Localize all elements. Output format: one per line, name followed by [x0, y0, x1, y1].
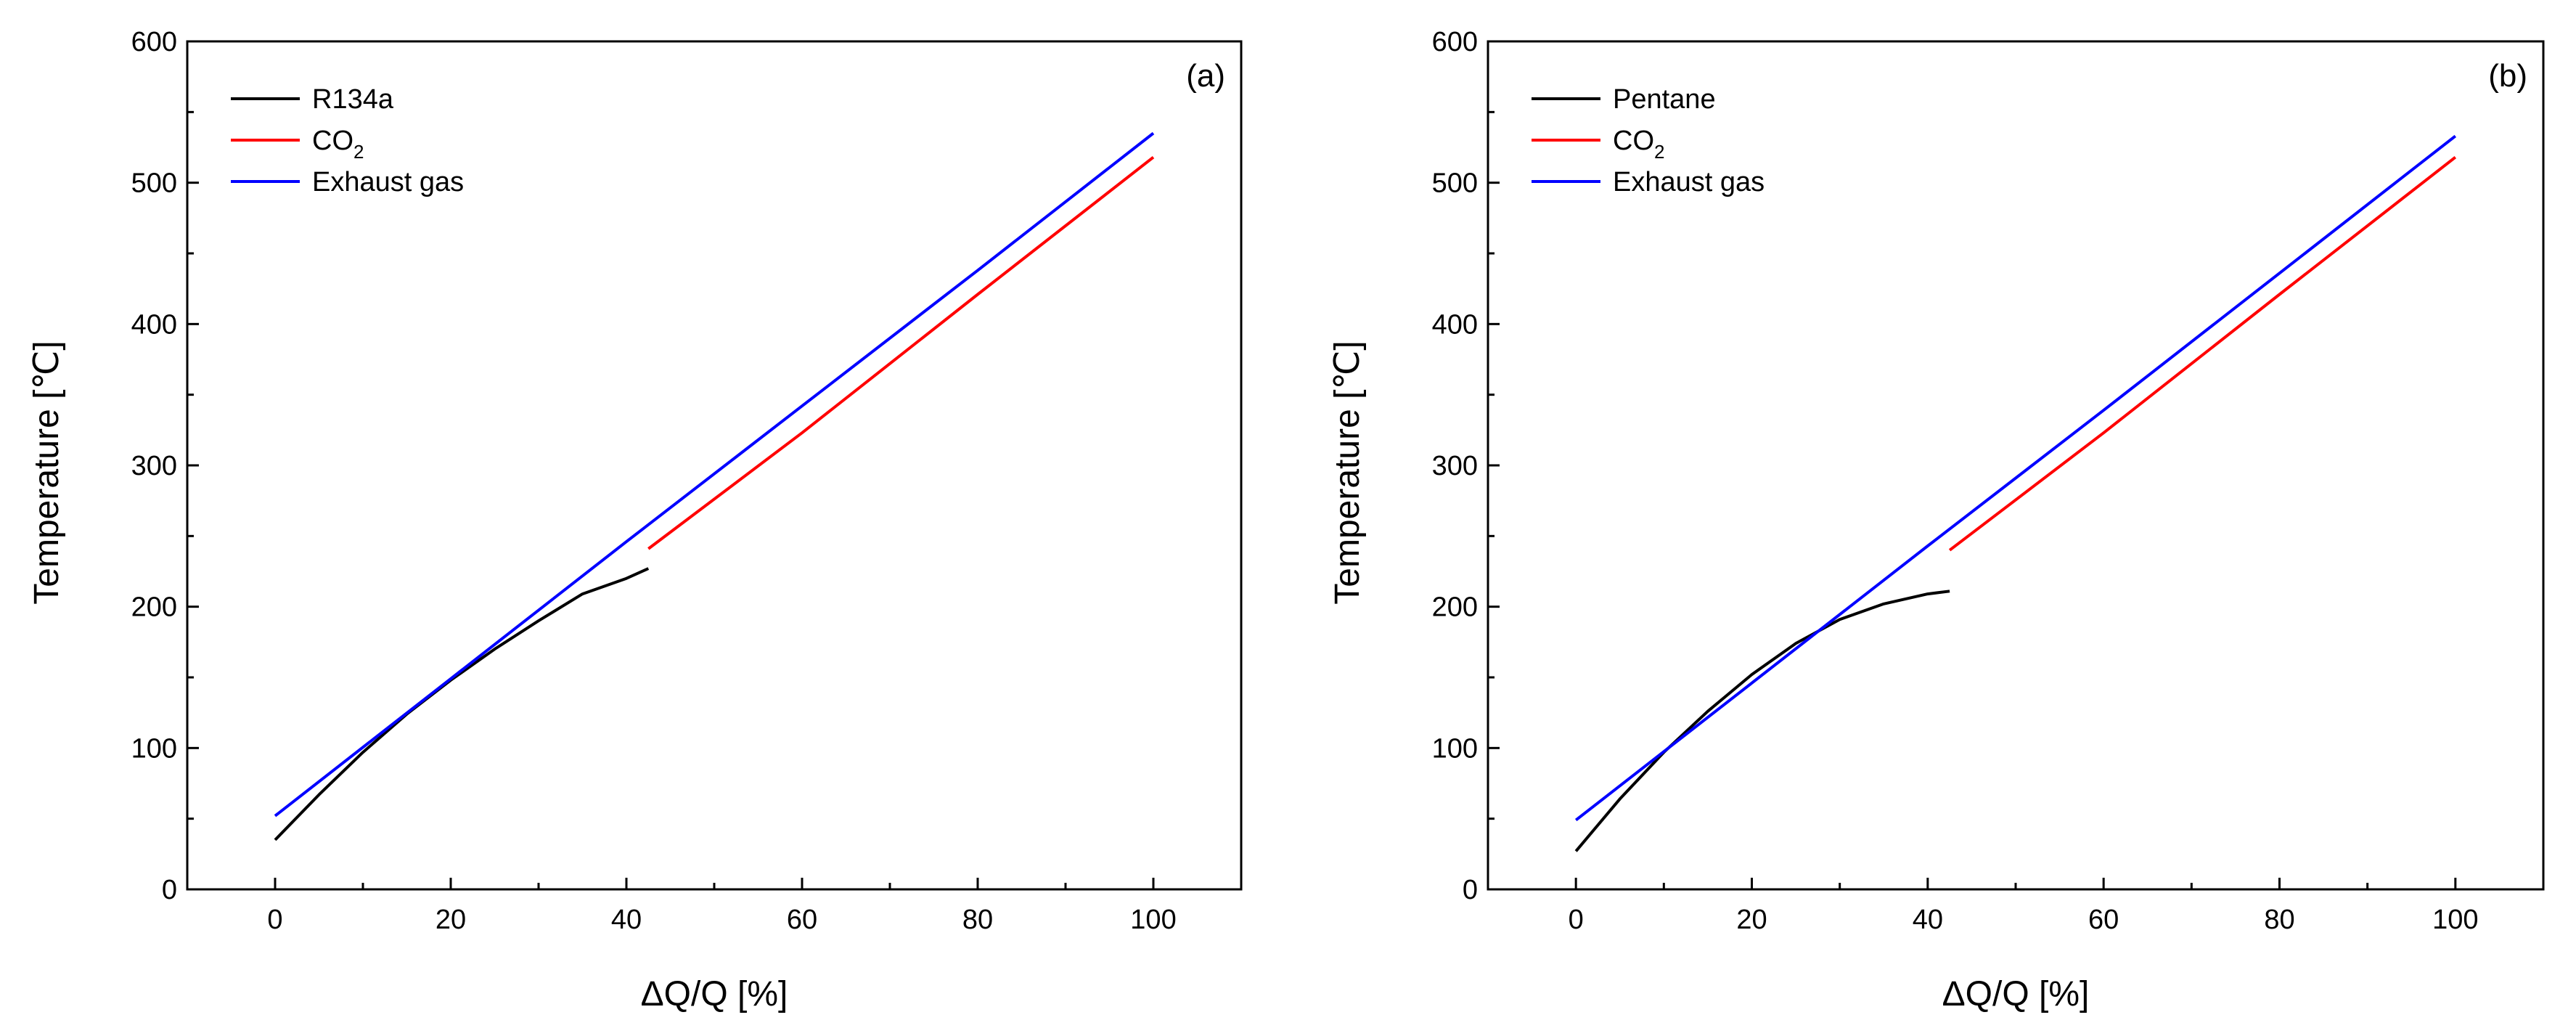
legend-label: Exhaust gas — [312, 167, 464, 197]
y-axis-title: Temperature [℃] — [1328, 340, 1367, 604]
legend-label: R134a — [312, 84, 394, 115]
y-tick-label: 500 — [131, 168, 177, 199]
series-line-co2 — [647, 156, 1155, 550]
y-axis-title: Temperature [℃] — [28, 340, 66, 604]
x-tick-label: 0 — [267, 905, 282, 935]
legend-label: CO2 — [1613, 126, 1664, 163]
y-tick-label: 600 — [1432, 27, 1478, 57]
y-tick-label: 0 — [1463, 875, 1478, 905]
series-line-r134a — [274, 567, 650, 841]
panel-label: (b) — [2488, 58, 2527, 94]
y-tick-label: 100 — [1432, 733, 1478, 764]
series-line-exhaust-gas — [1574, 134, 2457, 822]
x-tick-label: 20 — [436, 905, 466, 935]
legend-label: CO2 — [312, 126, 364, 163]
y-tick-label: 0 — [162, 875, 177, 905]
chart-panel-b: 0 20 40 60 80 100 0 100 200 300 400 500 600 ΔQ/Q [%] T… — [1328, 27, 2545, 1013]
legend-label: Exhaust gas — [1613, 167, 1765, 197]
x-axis-title: ΔQ/Q [%] — [641, 975, 788, 1013]
chart-panel-a: 0 20 40 60 80 100 0 100 200 300 400 500 600 ΔQ/Q [%] T… — [28, 27, 1243, 1013]
y-tick-label: 500 — [1432, 168, 1478, 199]
series-line-exhaust-gas — [274, 131, 1155, 817]
y-tick-label: 400 — [131, 309, 177, 340]
x-tick-label: 0 — [1569, 905, 1584, 935]
x-tick-label: 80 — [2264, 905, 2294, 935]
x-tick-label: 100 — [1130, 905, 1176, 935]
x-tick-label: 100 — [2432, 905, 2478, 935]
series-line-co2 — [1948, 156, 2457, 552]
y-tick-label: 400 — [1432, 309, 1478, 340]
x-tick-label: 40 — [611, 905, 642, 935]
y-tick-label: 300 — [131, 451, 177, 481]
x-tick-label: 80 — [962, 905, 993, 935]
x-tick-label: 20 — [1736, 905, 1767, 935]
panel-label: (a) — [1186, 58, 1225, 94]
y-tick-label: 200 — [131, 592, 177, 623]
x-tick-label: 60 — [2088, 905, 2119, 935]
legend-label: Pentane — [1613, 84, 1716, 115]
x-axis-title: ΔQ/Q [%] — [1942, 975, 2090, 1013]
y-tick-label: 100 — [131, 733, 177, 764]
x-tick-label: 60 — [787, 905, 817, 935]
y-tick-label: 200 — [1432, 592, 1478, 623]
series-line-pentane — [1574, 590, 1950, 852]
x-tick-label: 40 — [1913, 905, 1943, 935]
y-tick-label: 300 — [1432, 451, 1478, 481]
legend: R134a CO2 Exhaust gas — [231, 84, 464, 197]
y-tick-label: 600 — [131, 27, 177, 57]
legend: Pentane CO2 Exhaust gas — [1532, 84, 1765, 197]
